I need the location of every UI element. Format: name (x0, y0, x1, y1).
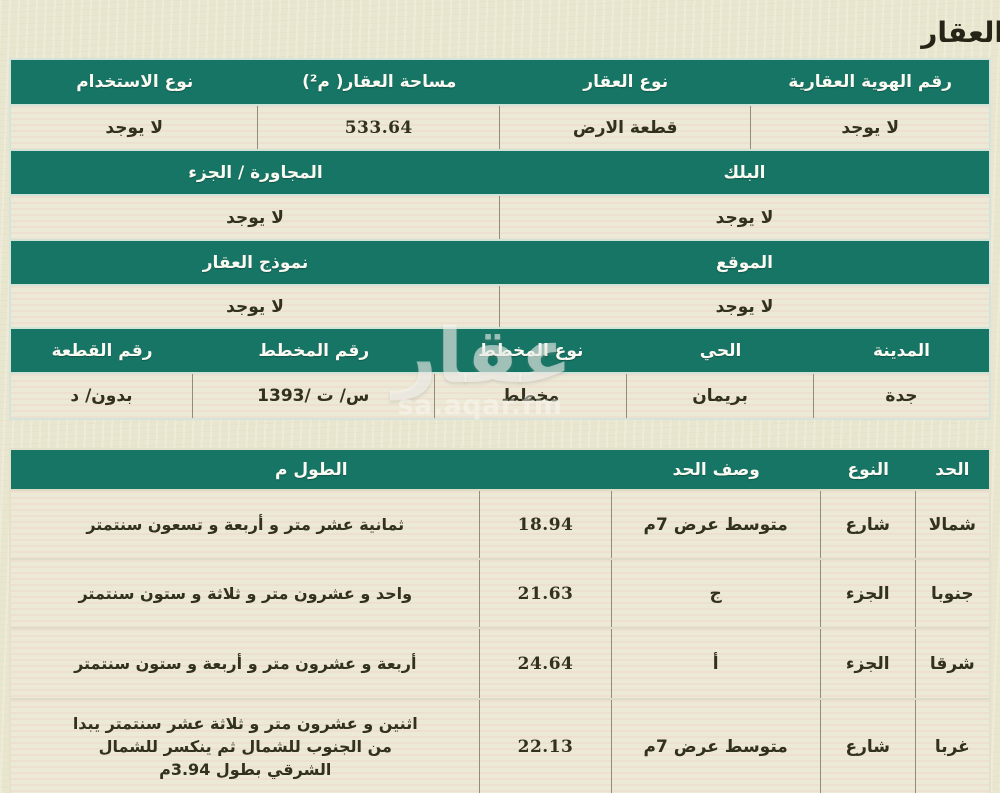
value-property-id: لا يوجد (841, 117, 900, 138)
boundary-description: متوسط عرض 7م (612, 700, 821, 793)
boundaries-header-row: الحد النوع وصف الحد الطول م (11, 450, 989, 489)
location-header-row: الموقع نموذج العقار (11, 239, 989, 284)
boundary-description: ج (612, 560, 821, 627)
column-header-property-model: نموذج العقار (202, 252, 309, 273)
value-property-model: لا يوجد (11, 286, 500, 327)
boundary-description: متوسط عرض 7م (612, 491, 821, 558)
boundary-length: 21.63 (480, 560, 612, 627)
boundary-length-words: واحد و عشرون متر و ثلاثة و ستون سنتمتر (11, 560, 481, 627)
property-value-row: لا يوجد قطعة الارض 533.64 لا يوجد (11, 104, 989, 149)
boundary-length-words: اثنين و عشرون متر و ثلاثة عشر سنتمتر يبد… (11, 700, 481, 793)
value-property-area: 533.64 (258, 106, 501, 149)
property-table: رقم الهوية العقارية نوع العقار مساحة الع… (9, 58, 991, 420)
value-neighboring-part: لا يوجد (11, 196, 500, 239)
column-header-plan-type: نوع المخطط (478, 340, 584, 361)
boundary-row-west: غربا شارع متوسط عرض 7م 22.13 اثنين و عشر… (11, 698, 989, 793)
boundary-type: شارع (821, 491, 916, 558)
value-usage-type: لا يوجد (11, 106, 259, 149)
boundary-side: شمالا (928, 514, 976, 535)
boundary-length: 22.13 (480, 700, 612, 793)
column-header-boundary-description: وصف الحد (672, 459, 760, 480)
column-header-plot-number: رقم القطعة (51, 340, 153, 361)
boundary-row-north: شمالا شارع متوسط عرض 7م 18.94 ثمانية عشر… (11, 489, 989, 558)
boundary-side: شرقا (929, 653, 975, 674)
column-header-boundary: الحد (935, 459, 970, 480)
column-header-length-m: الطول م (275, 459, 348, 480)
column-header-location: الموقع (716, 252, 774, 273)
boundary-row-south: جنوبا الجزء ج 21.63 واحد و عشرون متر و ث… (11, 558, 989, 627)
value-block: لا يوجد (715, 207, 774, 228)
column-header-type: النوع (847, 459, 889, 480)
boundary-side: غربا (934, 736, 970, 757)
column-header-district: الحي (699, 340, 742, 361)
boundary-description: أ (612, 629, 821, 698)
value-location: لا يوجد (715, 296, 774, 317)
boundary-type: شارع (821, 700, 916, 793)
value-district: بريمان (627, 374, 814, 418)
boundary-length: 18.94 (480, 491, 612, 558)
boundary-length-words: أربعة و عشرون متر و أربعة و ستون سنتمتر (11, 629, 481, 698)
property-header-row: رقم الهوية العقارية نوع العقار مساحة الع… (11, 60, 989, 104)
boundary-length-words: ثمانية عشر متر و أربعة و تسعون سنتمتر (11, 491, 481, 558)
column-header-plan-number: رقم المخطط (258, 340, 370, 361)
page-title: العقار (921, 16, 1000, 49)
column-header-city: المدينة (872, 340, 931, 361)
value-property-type: قطعة الارض (500, 106, 752, 149)
column-header-neighboring-part: المجاورة / الجزء (188, 162, 323, 183)
column-header-block: البلك (723, 162, 766, 183)
boundary-type: الجزء (821, 560, 916, 627)
column-header-property-type: نوع العقار (583, 72, 669, 92)
value-plot-number: بدون/ د (11, 374, 193, 418)
boundary-length: 24.64 (480, 629, 612, 698)
column-header-usage-type: نوع الاستخدام (76, 72, 194, 92)
boundaries-table: الحد النوع وصف الحد الطول م شمالا شارع م… (9, 448, 991, 793)
block-header-row: البلك المجاورة / الجزء (11, 149, 989, 194)
column-header-property-id: رقم الهوية العقارية (788, 72, 953, 92)
boundary-side: جنوبا (931, 583, 974, 604)
boundary-row-east: شرقا الجزء أ 24.64 أربعة و عشرون متر و أ… (11, 627, 989, 698)
column-header-property-area: مساحة العقار( م²) (302, 72, 457, 92)
value-plan-number: س/ ت /1393 (193, 374, 435, 418)
boundary-type: الجزء (821, 629, 916, 698)
plan-value-row: جدة بريمان مخطط س/ ت /1393 بدون/ د (11, 372, 989, 418)
plan-header-row: المدينة الحي نوع المخطط رقم المخطط رقم ا… (11, 327, 989, 372)
value-city: جدة (885, 386, 918, 406)
value-plan-type: مخطط (435, 374, 628, 418)
block-value-row: لا يوجد لا يوجد (11, 194, 989, 239)
location-value-row: لا يوجد لا يوجد (11, 284, 989, 327)
